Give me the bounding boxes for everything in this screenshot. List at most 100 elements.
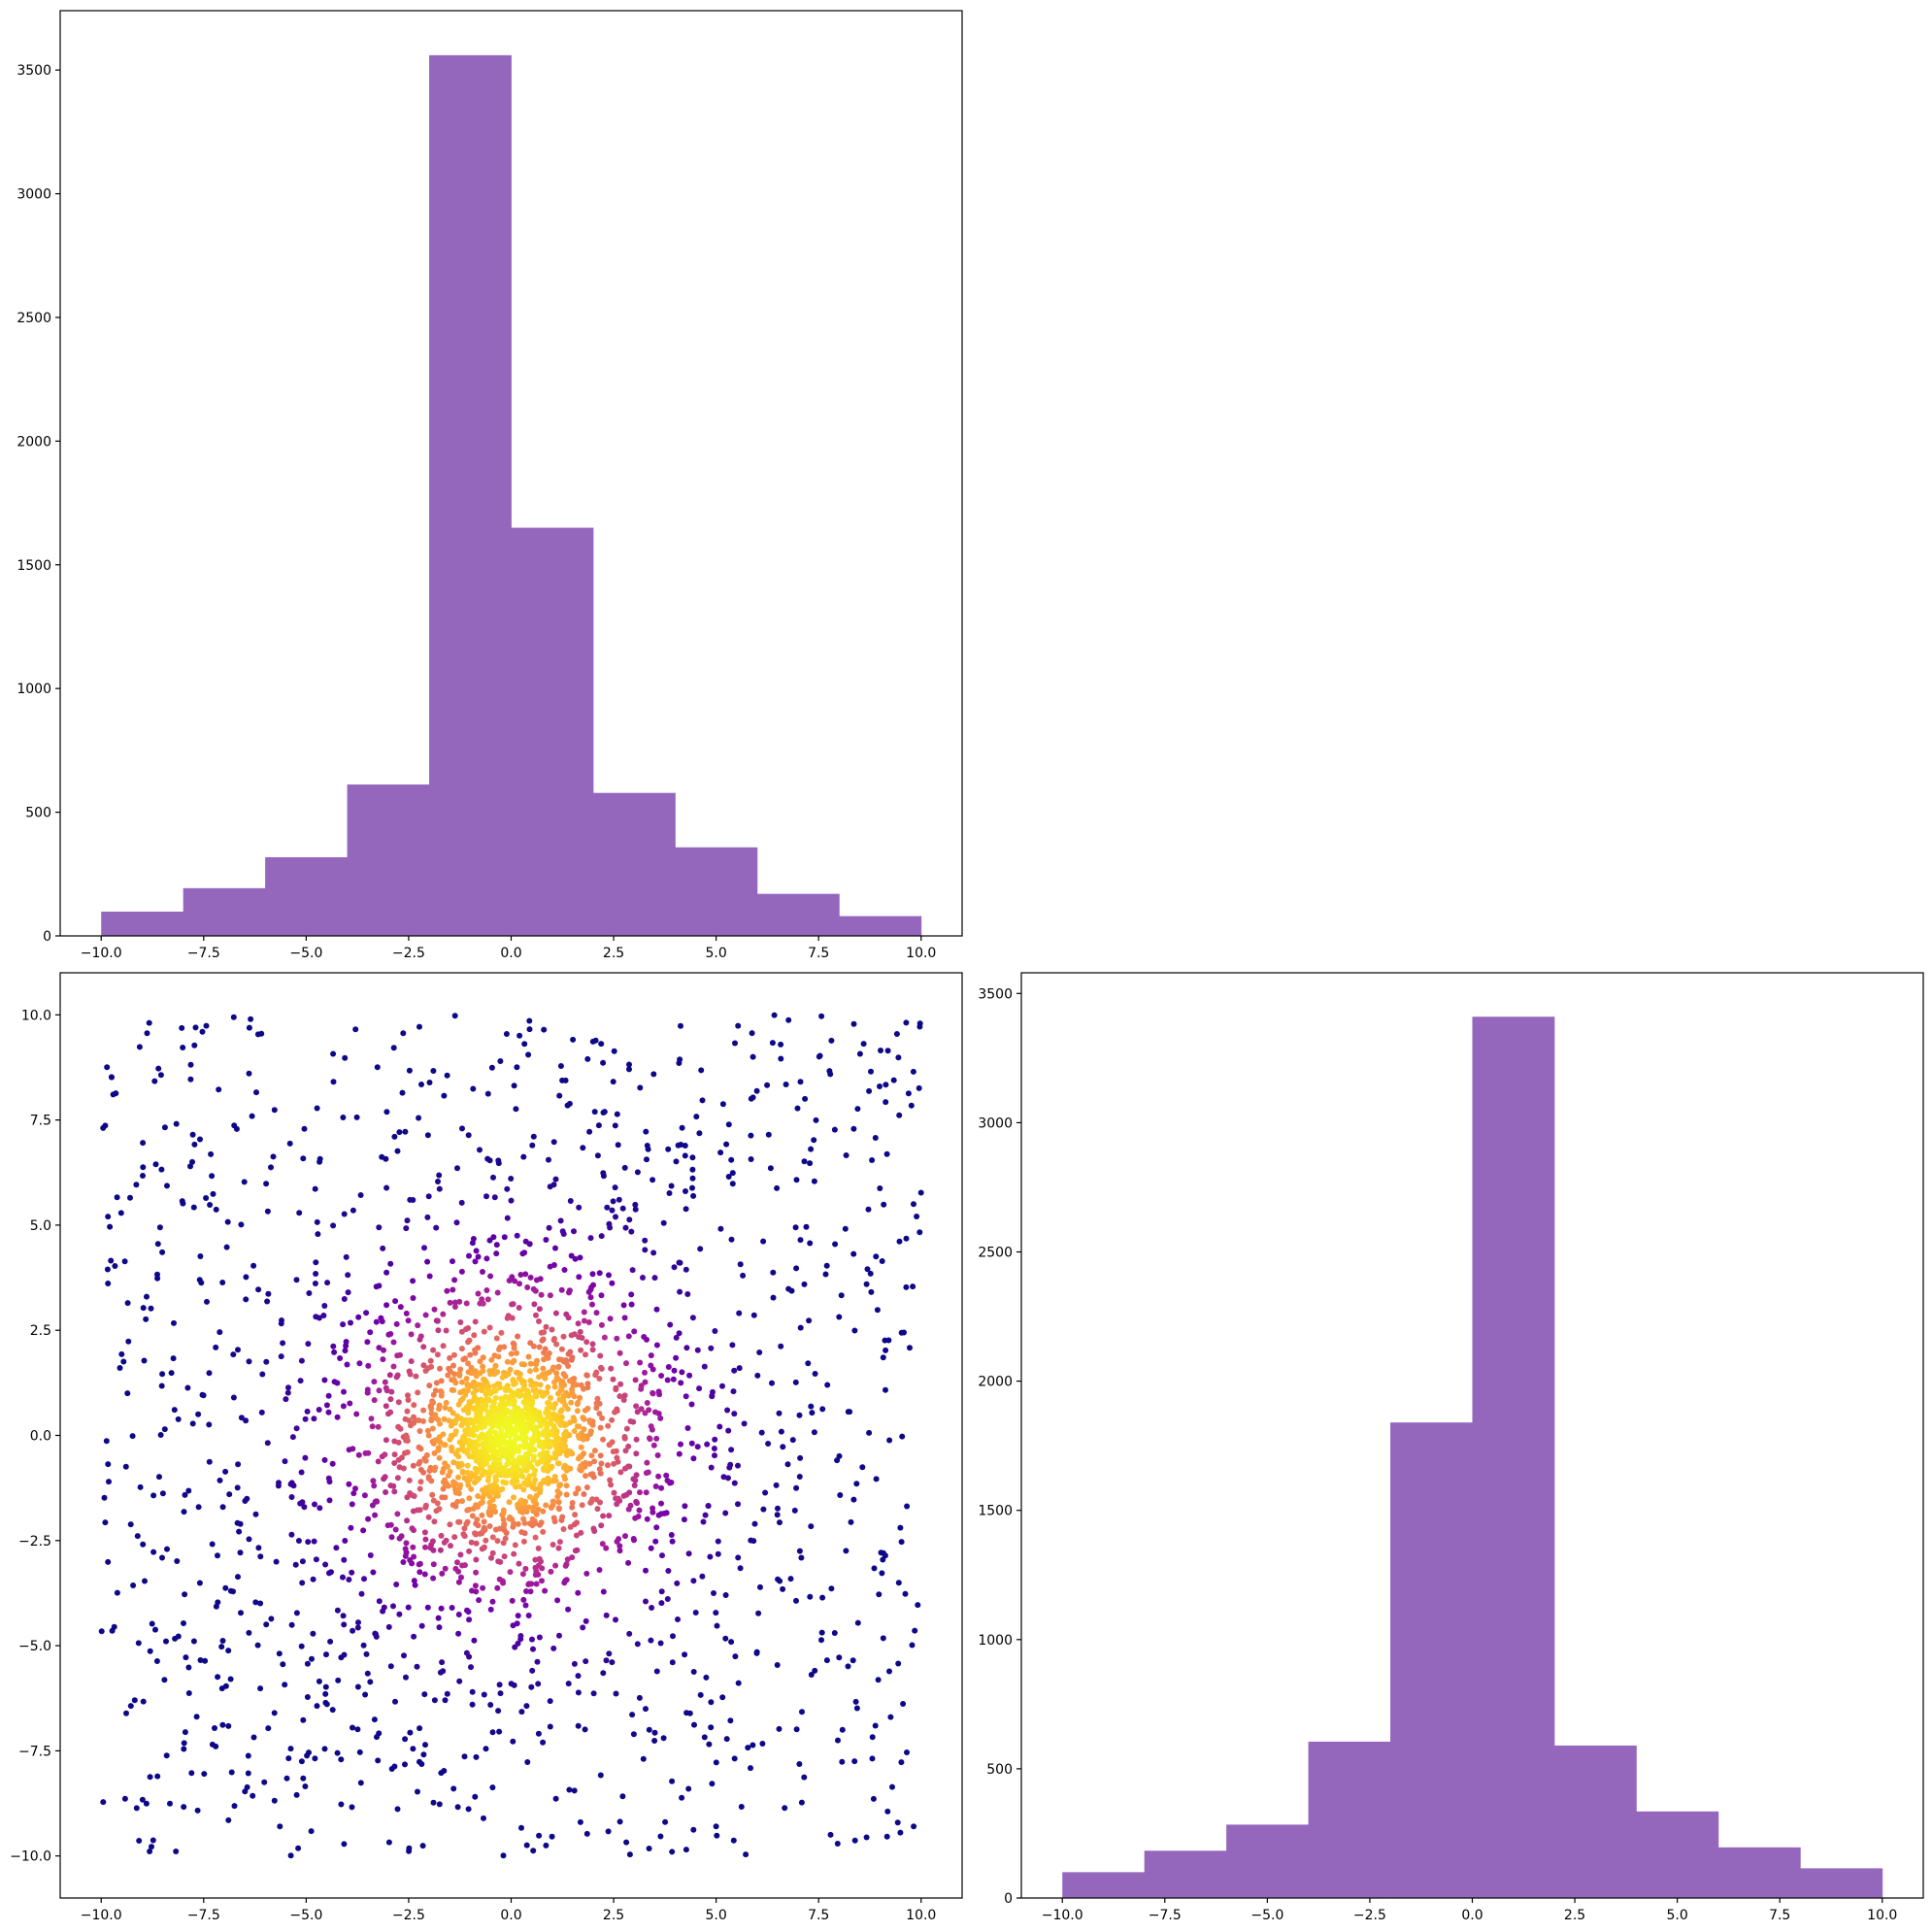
scatter-point — [715, 1550, 721, 1557]
scatter-point — [452, 1380, 459, 1386]
scatter-point — [682, 1143, 688, 1149]
scatter-point — [371, 1379, 378, 1385]
scatter-point — [637, 1489, 643, 1496]
scatter-point — [793, 1484, 800, 1491]
scatter-point — [392, 1526, 399, 1533]
scatter-point — [896, 1112, 903, 1118]
scatter-point — [455, 1453, 462, 1460]
scatter-point — [252, 1599, 259, 1606]
scatter-point — [246, 1024, 252, 1031]
scatter-point — [641, 1334, 648, 1340]
scatter-point — [583, 1473, 588, 1480]
scatter-point — [127, 1194, 133, 1201]
scatter-point — [460, 1531, 467, 1538]
scatter-point — [508, 1197, 515, 1204]
scatter-point — [127, 1521, 134, 1528]
scatter-point — [625, 1559, 632, 1566]
scatter-point — [910, 1068, 916, 1075]
scatter-point — [185, 1690, 192, 1696]
scatter-point — [868, 1288, 875, 1295]
scatter-point — [557, 1408, 564, 1415]
scatter-point — [441, 1092, 448, 1099]
scatter-point — [776, 1725, 783, 1732]
scatter-point — [250, 1792, 256, 1799]
scatter-point — [717, 1225, 724, 1232]
scatter-point — [444, 1690, 450, 1697]
scatter-point — [728, 1236, 735, 1243]
scatter-point — [850, 1250, 857, 1257]
scatter-point — [783, 1082, 789, 1087]
y-tick-label: 0 — [1004, 1891, 1013, 1907]
scatter-point — [236, 1528, 243, 1535]
scatter-point — [915, 1602, 921, 1609]
scatter-point — [322, 1561, 329, 1568]
scatter-point — [504, 1215, 511, 1221]
scatter-point — [809, 1410, 816, 1416]
scatter-point — [263, 1358, 270, 1365]
scatter-point — [383, 1437, 389, 1444]
scatter-point — [456, 1518, 463, 1525]
scatter-point — [539, 1578, 545, 1584]
scatter-point — [568, 1399, 575, 1406]
scatter-point — [524, 1759, 531, 1765]
scatter-point — [257, 1685, 264, 1692]
scatter-point — [548, 1420, 554, 1427]
histogram-bar — [592, 792, 676, 936]
scatter-point — [420, 1469, 427, 1476]
scatter-point — [507, 1514, 514, 1520]
scatter-point — [648, 1352, 654, 1359]
scatter-point — [429, 1491, 436, 1498]
scatter-point — [848, 1518, 854, 1525]
scatter-point — [199, 1028, 206, 1035]
scatter-point — [874, 1307, 881, 1314]
scatter-point — [345, 1289, 351, 1296]
scatter-point — [797, 1079, 804, 1085]
scatter-point — [466, 1252, 472, 1259]
scatter-point — [215, 1552, 220, 1559]
scatter-point — [174, 1558, 181, 1564]
scatter-point — [517, 1272, 524, 1278]
scatter-point — [258, 1030, 265, 1037]
scatter-point — [495, 1160, 502, 1167]
scatter-point — [579, 1502, 585, 1509]
scatter-point — [542, 1375, 549, 1382]
x-tick-label: −10.0 — [81, 946, 122, 961]
scatter-point — [304, 1660, 311, 1667]
scatter-point — [230, 1014, 237, 1020]
scatter-point — [704, 1441, 711, 1448]
scatter-point — [626, 1851, 633, 1858]
scatter-point — [836, 1314, 843, 1320]
x-tick-label: 2.5 — [1564, 1908, 1585, 1923]
scatter-point — [344, 1361, 350, 1368]
scatter-point — [438, 1378, 445, 1384]
scatter-point — [683, 1206, 689, 1213]
y-tick-label: 1500 — [978, 1504, 1013, 1519]
scatter-point — [689, 1315, 696, 1321]
scatter-point — [563, 1482, 570, 1489]
scatter-point — [325, 1392, 332, 1399]
scatter-point — [383, 1155, 389, 1162]
scatter-point — [653, 1668, 660, 1675]
scatter-point — [234, 1484, 241, 1491]
scatter-point — [509, 1359, 516, 1366]
scatter-point — [109, 1074, 115, 1081]
scatter-point — [869, 1755, 876, 1762]
scatter-point — [764, 1082, 771, 1088]
scatter-point — [392, 1698, 398, 1705]
scatter-point — [197, 1253, 204, 1259]
scatter-point — [263, 1181, 270, 1187]
scatter-point — [647, 1435, 652, 1442]
scatter-point — [612, 1409, 618, 1416]
scatter-point — [600, 1110, 607, 1116]
scatter-point — [656, 1391, 663, 1398]
scatter-point — [472, 1465, 479, 1472]
scatter-point — [632, 1377, 639, 1383]
scatter-point — [469, 1240, 476, 1247]
scatter-point — [572, 1255, 579, 1262]
scatter-point — [394, 1806, 401, 1813]
scatter-point — [435, 1615, 442, 1621]
scatter-point — [477, 1358, 483, 1365]
scatter-point — [880, 1556, 886, 1563]
scatter-point — [490, 1174, 496, 1181]
scatter-point — [491, 1382, 498, 1389]
